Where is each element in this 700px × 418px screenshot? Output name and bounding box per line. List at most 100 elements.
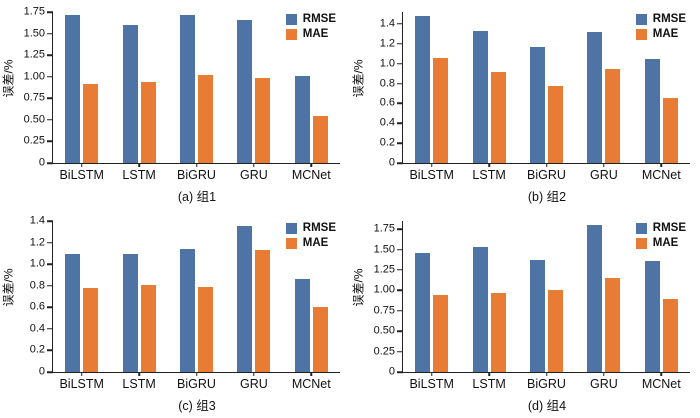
legend-swatch-mae (635, 237, 647, 249)
bar-rmse-bigru (530, 46, 545, 163)
y-tick-mark (397, 62, 403, 65)
y-tick-label: 0.75 (23, 91, 45, 104)
y-tick-mark (397, 350, 403, 353)
y-tick-label: 0.6 (379, 96, 395, 109)
bar-mae-bilstm (83, 287, 99, 372)
y-tick-mark (397, 289, 403, 292)
y-tick-mark (397, 248, 403, 251)
x-tick-mark (488, 372, 490, 376)
legend-swatch-mae (635, 28, 647, 40)
bar-rmse-gru (237, 226, 253, 372)
y-tick-mark (47, 241, 53, 244)
x-tick-mark (310, 163, 313, 167)
legend-label: RMSE (652, 222, 686, 234)
y-tick-label: 1.75 (23, 5, 45, 18)
legend-label: RMSE (302, 222, 336, 234)
y-tick-mark (47, 371, 53, 373)
legend-item-mae: MAE (285, 28, 336, 40)
x-tick-label-bilstm: BiLSTM (59, 168, 104, 182)
x-tick-mark (603, 163, 605, 167)
x-tick-mark (80, 372, 83, 376)
legend-item-mae: MAE (285, 237, 336, 249)
y-tick-label: 1.00 (373, 283, 395, 296)
chart-caption: (b) 组2 (527, 190, 567, 204)
y-axis-label: 误差/% (1, 268, 16, 307)
legend: RMSE MAE (635, 222, 686, 249)
y-tick-label: 1.0 (29, 257, 45, 270)
legend-swatch-mae (285, 237, 297, 249)
x-tick-mark (488, 163, 490, 167)
x-tick-mark (310, 372, 313, 376)
legend-swatch-mae (285, 28, 297, 40)
bar-mae-bilstm (83, 84, 99, 163)
legend-item-rmse: RMSE (285, 13, 336, 25)
bar-rmse-lstm (122, 24, 138, 163)
bar-rmse-lstm (122, 254, 138, 372)
x-tick-mark (430, 163, 433, 167)
y-tick-mark (397, 162, 403, 164)
y-tick-label: 0.2 (379, 136, 395, 149)
y-tick-label: 0.4 (379, 116, 395, 129)
y-tick-mark (47, 306, 53, 309)
legend-item-rmse: RMSE (285, 222, 336, 234)
x-tick-mark (253, 163, 255, 167)
x-tick-label-mcnet: MCNet (291, 377, 331, 391)
y-tick-mark (47, 349, 53, 352)
y-tick-label: 1.4 (29, 214, 45, 227)
x-tick-label-bigru: BiGRU (177, 168, 216, 182)
legend-label: RMSE (302, 13, 336, 25)
y-tick-label: 0.25 (373, 345, 395, 358)
y-tick-label: 0 (388, 156, 395, 169)
x-tick-label-gru: GRU (590, 377, 618, 391)
bar-rmse-bigru (530, 260, 545, 372)
y-tick-mark (47, 97, 53, 100)
y-tick-mark (47, 119, 53, 121)
y-tick-label: 0.2 (29, 343, 45, 356)
y-tick-mark (47, 54, 53, 56)
legend: RMSE MAE (635, 13, 686, 40)
y-tick-mark (397, 310, 403, 312)
chart-caption: (a) 组1 (177, 190, 217, 204)
y-tick-label: 1.2 (379, 37, 395, 50)
legend-item-rmse: RMSE (635, 13, 686, 25)
x-tick-label-lstm: LSTM (122, 377, 156, 391)
bar-rmse-gru (587, 31, 603, 163)
y-tick-label: 0.50 (23, 113, 45, 126)
y-tick-label: 1.25 (23, 48, 45, 61)
x-tick-mark (545, 163, 548, 167)
y-tick-mark (397, 102, 403, 105)
x-tick-mark (660, 163, 663, 167)
legend-swatch-rmse (285, 222, 297, 234)
bar-mae-mcnet (312, 115, 328, 163)
y-tick-mark (47, 32, 53, 35)
bar-mae-bigru (198, 286, 213, 372)
y-tick-label: 0.8 (379, 77, 395, 90)
bar-mae-bigru (548, 289, 563, 372)
bar-mae-lstm (490, 71, 506, 163)
legend: RMSE MAE (285, 222, 336, 249)
bar-mae-bilstm (433, 57, 449, 163)
y-tick-mark (47, 284, 53, 287)
y-tick-label: 1.2 (29, 236, 45, 249)
y-tick-mark (397, 122, 403, 124)
x-tick-mark (430, 372, 433, 376)
bar-mae-mcnet (662, 299, 678, 372)
x-tick-mark (545, 372, 548, 376)
y-tick-label: 0 (388, 365, 395, 378)
y-tick-label: 1.0 (379, 57, 395, 70)
bar-rmse-gru (237, 19, 253, 163)
legend-item-mae: MAE (635, 237, 686, 249)
legend-item-rmse: RMSE (635, 222, 686, 234)
x-tick-label-bilstm: BiLSTM (409, 377, 454, 391)
bar-rmse-mcnet (644, 58, 660, 163)
y-tick-mark (397, 228, 403, 230)
x-tick-mark (603, 372, 605, 376)
chart-caption: (c) 组3 (178, 399, 216, 413)
y-tick-mark (397, 43, 403, 45)
chart-caption: (d) 组4 (527, 399, 567, 413)
chart-group4: 误差/% 0 0.25 0.50 0.75 1.00 1.25 1.50 1.75 BiLSTM… (350, 209, 700, 418)
y-tick-label: 1.00 (23, 70, 45, 83)
y-tick-label: 0.6 (29, 300, 45, 313)
x-tick-label-mcnet: MCNet (291, 168, 331, 182)
